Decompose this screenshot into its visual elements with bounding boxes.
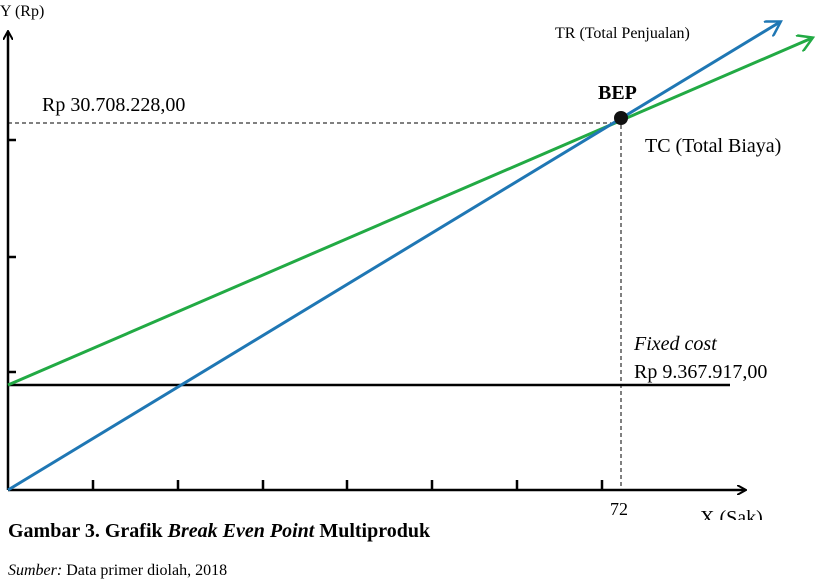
bep-diagram: Y (Rp) X (Sak) TR (Total Penjualan) TC (… [0, 3, 818, 520]
bep-quantity: 72 [610, 499, 628, 519]
tc-line [7, 38, 812, 387]
y-axis-label: Y (Rp) [0, 3, 44, 20]
caption: Gambar 3. Grafik Break Even Point Multip… [8, 520, 430, 543]
bep-point [614, 111, 628, 125]
source-text: Data primer diolah, 2018 [62, 562, 228, 579]
fixed-cost-value: Rp 9.367.917,00 [634, 361, 767, 383]
caption-prefix: Gambar 3. Grafik [8, 520, 168, 542]
x-axis-label: X (Sak) [700, 507, 763, 520]
fixed-cost-label: Fixed cost [633, 333, 717, 355]
caption-emphasis: Break Even Point [167, 520, 315, 542]
tc-label: TC (Total Biaya) [645, 135, 781, 157]
source: Sumber: Data primer diolah, 2018 [8, 562, 227, 580]
tr-label: TR (Total Penjualan) [555, 25, 690, 42]
bep-revenue: Rp 30.708.228,00 [42, 94, 185, 116]
tr-line [7, 22, 780, 492]
caption-suffix: Multiproduk [314, 520, 431, 542]
source-label: Sumber: [8, 562, 63, 579]
bep-label: BEP [598, 82, 637, 104]
axis-ticks [8, 138, 604, 490]
